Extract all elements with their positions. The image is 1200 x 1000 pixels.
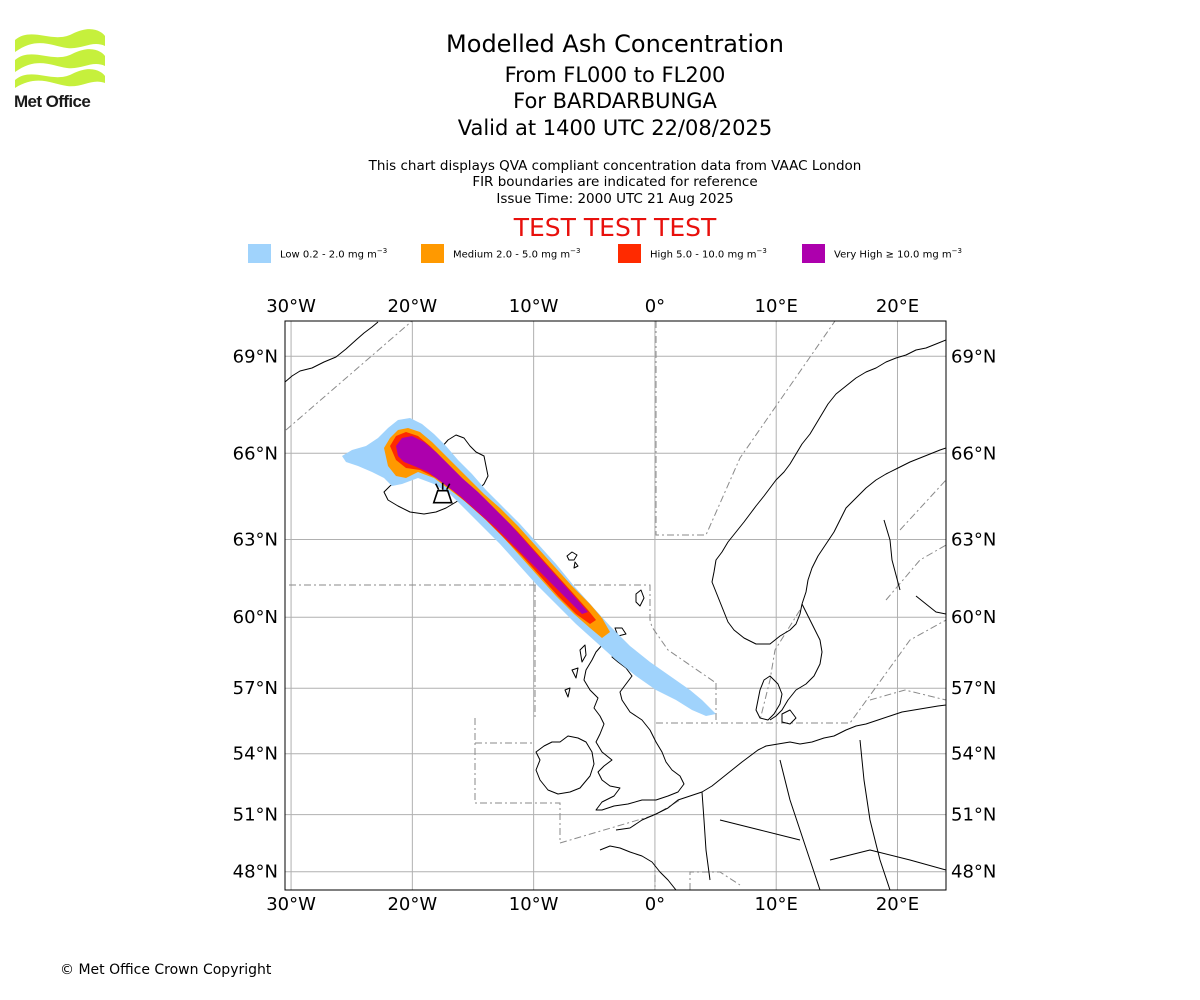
lon-tick-top: 30°W — [266, 296, 316, 317]
legend-swatch-very-high — [802, 244, 825, 263]
legend-exp-low: −3 — [376, 247, 388, 255]
graticule — [285, 321, 946, 890]
lat-tick-right: 51°N — [951, 805, 996, 826]
coastlines — [285, 321, 946, 890]
lat-tick-left: 57°N — [233, 678, 278, 699]
lon-tick-bottom: 30°W — [266, 894, 316, 915]
lon-tick-bottom: 20°W — [387, 894, 437, 915]
legend-label-high: High 5.0 - 10.0 mg m — [650, 249, 757, 261]
legend-swatch-medium — [421, 244, 444, 263]
subtitle-fir: FIR boundaries are indicated for referen… — [472, 174, 758, 190]
lon-tick-bottom: 10°E — [755, 894, 798, 915]
subtitle-qva: This chart displays QVA compliant concen… — [368, 158, 862, 174]
lat-tick-right: 60°N — [951, 607, 996, 628]
volcano-icon — [432, 482, 453, 504]
lat-tick-left: 54°N — [233, 744, 278, 765]
legend-exp-medium: −3 — [570, 247, 581, 255]
legend-swatch-high — [618, 244, 641, 263]
fir-boundaries — [285, 321, 946, 890]
legend-label-medium: Medium 2.0 - 5.0 mg m — [453, 249, 571, 261]
lat-tick-right: 69°N — [951, 346, 996, 367]
issue-time: Issue Time: 2000 UTC 21 Aug 2025 — [496, 191, 734, 207]
lat-tick-left: 51°N — [233, 805, 278, 826]
ash-plume-low — [342, 418, 716, 716]
lat-tick-left: 60°N — [233, 607, 278, 628]
lat-tick-left: 69°N — [233, 346, 278, 367]
lon-tick-bottom: 10°W — [509, 894, 559, 915]
lon-tick-top: 20°W — [387, 296, 437, 317]
volcano-name: For BARDARBUNGA — [513, 89, 717, 113]
flight-level-range: From FL000 to FL200 — [504, 63, 726, 87]
lon-tick-top: 20°E — [876, 296, 919, 317]
legend-label-low: Low 0.2 - 2.0 mg m — [280, 249, 377, 261]
lat-tick-right: 48°N — [951, 862, 996, 883]
legend-exp-very-high: −3 — [951, 247, 962, 255]
map-frame — [284, 320, 947, 891]
ash-plume-very-high — [396, 436, 588, 614]
map-content — [285, 321, 946, 890]
lat-tick-left: 48°N — [233, 862, 278, 883]
lat-tick-right: 54°N — [951, 744, 996, 765]
lon-tick-top: 10°E — [755, 296, 798, 317]
test-banner: TEST TEST TEST — [513, 213, 717, 242]
legend-swatch-low — [248, 244, 271, 263]
lat-tick-right: 66°N — [951, 443, 996, 464]
met-office-wordmark: Met Office — [14, 92, 91, 111]
legend-label-very-high: Very High ≥ 10.0 mg m — [834, 249, 952, 261]
valid-time: Valid at 1400 UTC 22/08/2025 — [457, 116, 773, 140]
lon-tick-bottom: 20°E — [876, 894, 919, 915]
lat-tick-left: 66°N — [233, 443, 278, 464]
met-office-logo — [15, 29, 105, 88]
lat-tick-left: 63°N — [233, 529, 278, 550]
lon-tick-bottom: 0° — [645, 894, 665, 915]
lon-tick-top: 0° — [645, 296, 665, 317]
lon-tick-top: 10°W — [509, 296, 559, 317]
lat-tick-right: 63°N — [951, 529, 996, 550]
axis-labels: 30°W 30°W 20°W 20°W 10°W 10°W 0° 0° 10°E 10°E 20°E… — [233, 296, 997, 915]
lat-tick-right: 57°N — [951, 678, 996, 699]
legend-exp-high: −3 — [756, 247, 767, 255]
chart-title: Modelled Ash Concentration — [446, 30, 784, 58]
copyright: © Met Office Crown Copyright — [60, 962, 272, 978]
